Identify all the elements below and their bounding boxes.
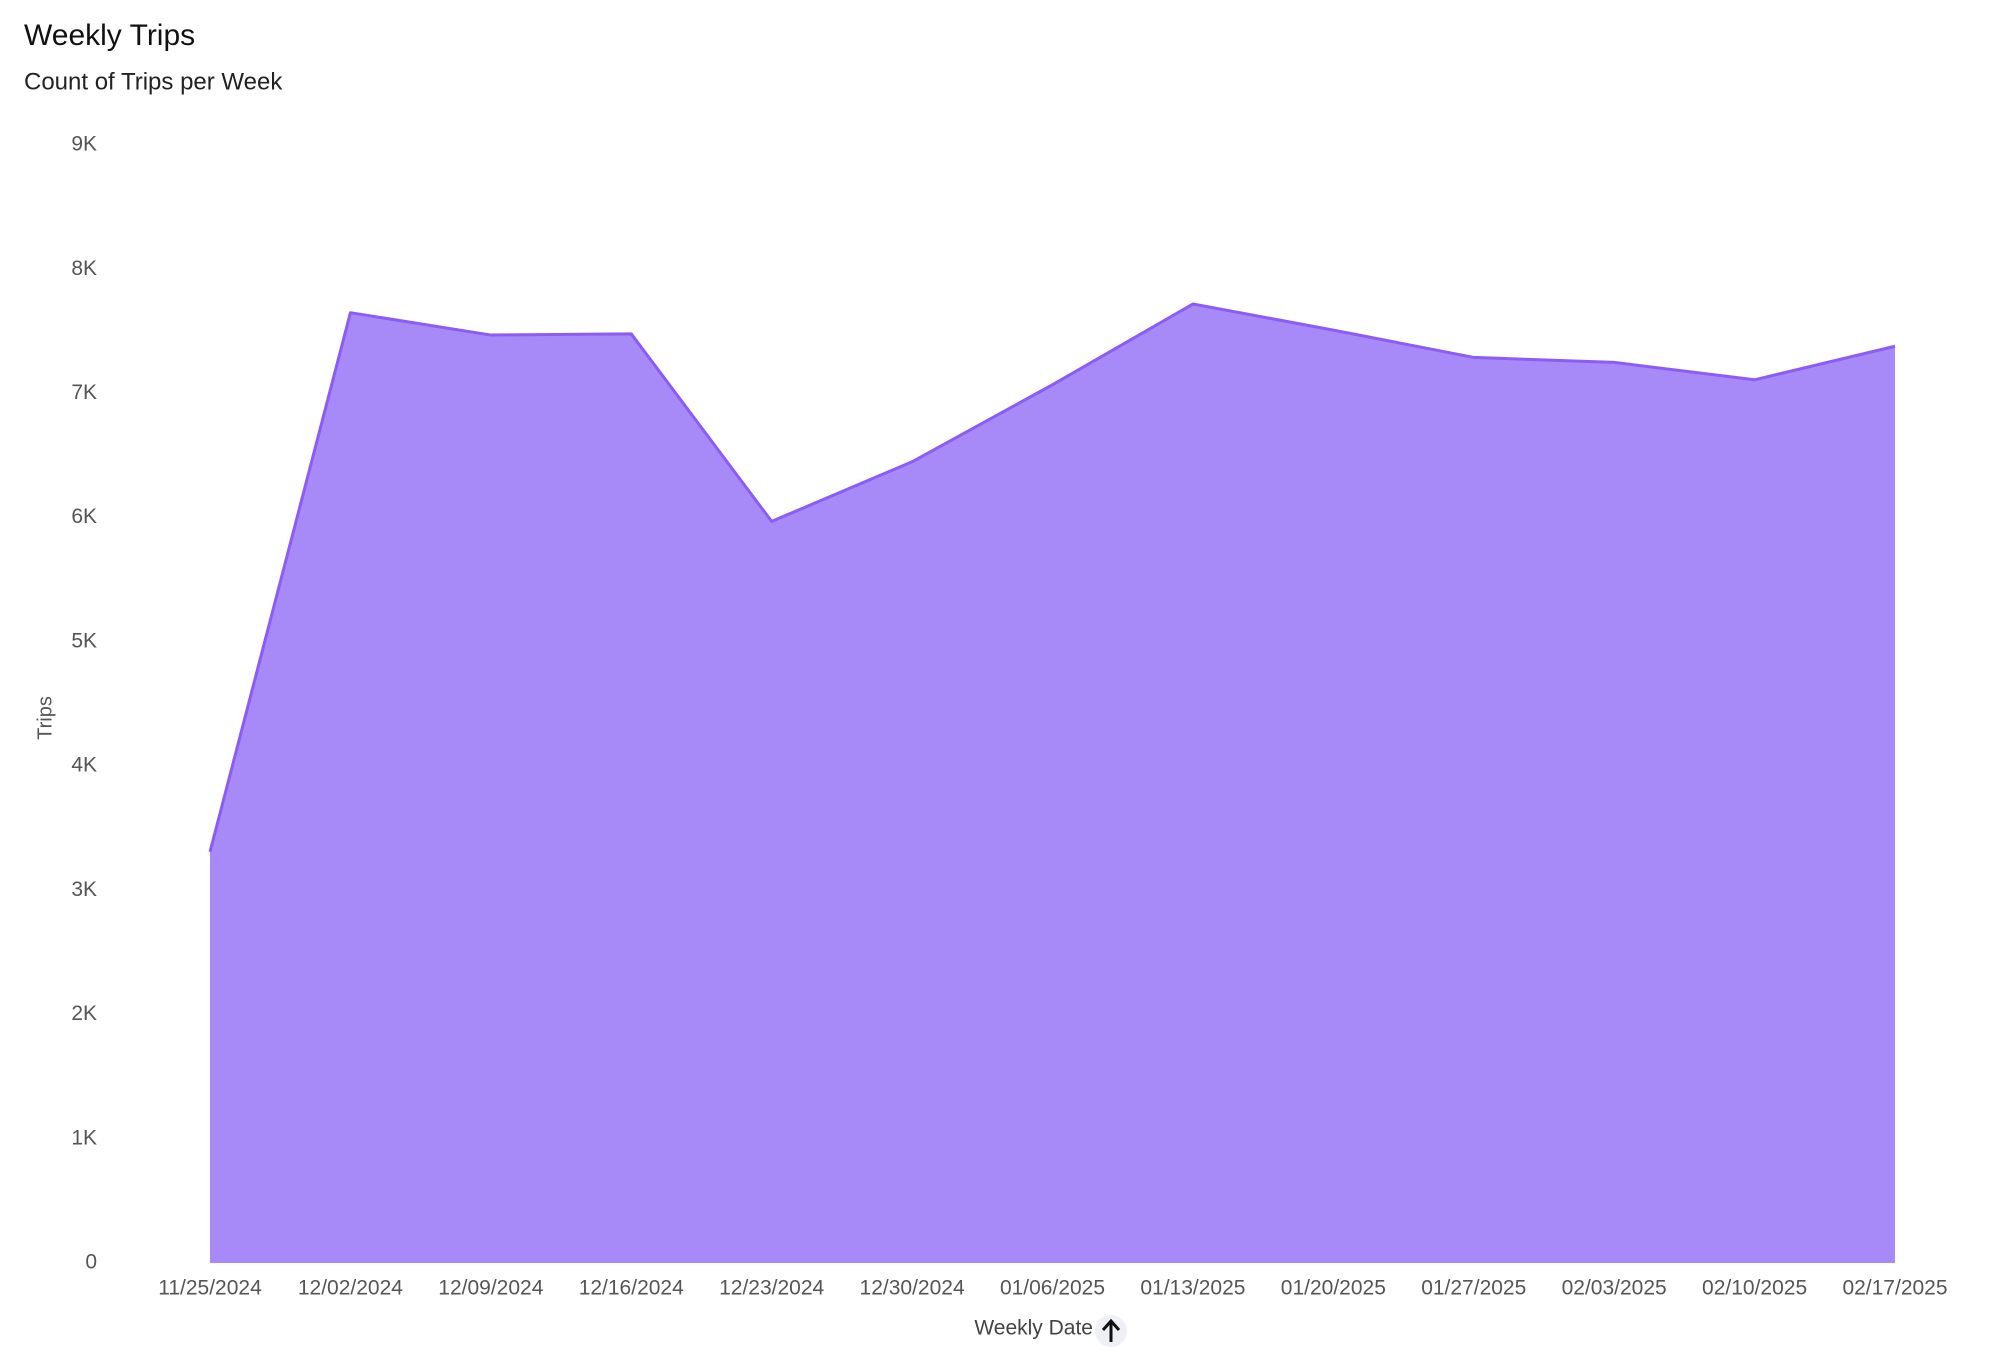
y-tick-label: 6K xyxy=(71,505,97,528)
chart-subtitle: Count of Trips per Week xyxy=(24,68,283,95)
y-tick-label: 9K xyxy=(71,133,97,156)
x-tick-label: 02/10/2025 xyxy=(1702,1277,1807,1300)
y-tick-label: 2K xyxy=(71,1002,97,1025)
chart-title: Weekly Trips xyxy=(24,19,195,52)
x-tick-label: 12/09/2024 xyxy=(438,1277,543,1300)
x-tick-label: 12/23/2024 xyxy=(719,1277,824,1300)
y-tick-label: 4K xyxy=(71,754,97,777)
area xyxy=(210,304,1895,1263)
area-line xyxy=(208,302,1896,853)
x-tick-label: 12/02/2024 xyxy=(298,1277,403,1300)
x-tick-label: 12/16/2024 xyxy=(579,1277,684,1300)
y-tick-label: 7K xyxy=(71,381,97,404)
y-tick-label: 5K xyxy=(71,629,97,652)
x-tick-label: 02/03/2025 xyxy=(1562,1277,1667,1300)
y-axis-label: Trips xyxy=(34,696,56,740)
x-tick-label: 02/17/2025 xyxy=(1842,1277,1947,1300)
x-tick-label: 01/27/2025 xyxy=(1421,1277,1526,1300)
x-tick-label: 11/25/2024 xyxy=(158,1277,262,1300)
y-tick-label: 8K xyxy=(71,257,97,280)
y-tick-label: 1K xyxy=(71,1126,97,1149)
x-tick-label: 12/30/2024 xyxy=(860,1277,965,1300)
x-tick-label: 01/20/2025 xyxy=(1281,1277,1386,1300)
x-axis-label: Weekly Date xyxy=(974,1317,1093,1340)
x-tick-label: 01/13/2025 xyxy=(1140,1277,1245,1300)
y-tick-label: 3K xyxy=(71,878,97,901)
y-tick-label: 0 xyxy=(85,1251,97,1274)
sort-icon[interactable] xyxy=(1095,1315,1127,1347)
x-tick-label: 01/06/2025 xyxy=(1000,1277,1105,1300)
